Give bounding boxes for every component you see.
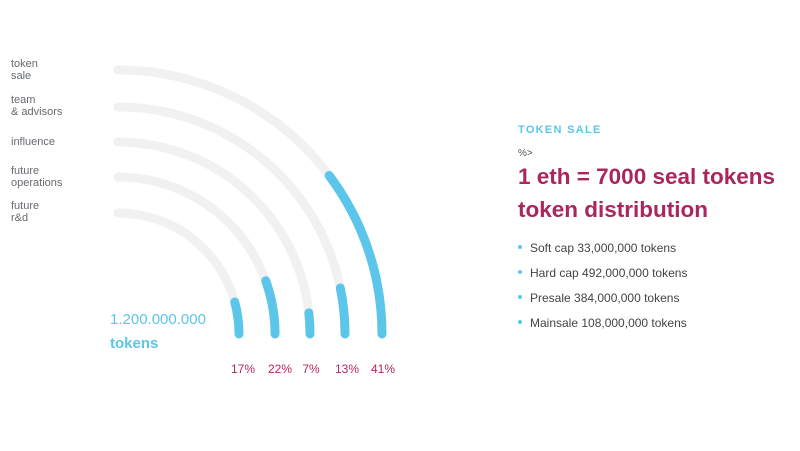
exchange-rate-heading: 1 eth = 7000 seal tokens xyxy=(518,164,776,189)
percent-label-4: 13% xyxy=(334,362,360,376)
arc-bar-future-operations xyxy=(261,276,280,339)
percent-label-2: 22% xyxy=(267,362,293,376)
fact-mainsale: Mainsale 108,000,000 tokens xyxy=(518,315,798,340)
fact-hard-cap: Hard cap 492,000,000 tokens xyxy=(518,265,798,290)
legend-item-future-operations: future operations xyxy=(11,165,63,189)
arc-bar-team-advisors xyxy=(335,283,350,339)
percent-label-5: 41% xyxy=(370,362,396,376)
token-sale-info: TOKEN SALE %> 1 eth = 7000 seal tokens t… xyxy=(518,124,798,340)
arc-bar-token-sale xyxy=(324,170,387,339)
legend-item-team-advisors: team & advisors xyxy=(11,94,63,118)
arc-track-3 xyxy=(113,137,315,339)
total-supply: 1.200.000.000 tokens xyxy=(110,310,206,354)
total-supply-unit: tokens xyxy=(110,335,159,352)
arc-bar-influence xyxy=(304,308,315,339)
token-facts-list: Soft cap 33,000,000 tokens Hard cap 492,… xyxy=(518,240,798,340)
legend-item-future-rd: future r&d xyxy=(11,200,40,224)
fact-soft-cap: Soft cap 33,000,000 tokens xyxy=(518,240,798,265)
section-subtitle: %> xyxy=(518,148,533,159)
distribution-heading: token distribution xyxy=(518,197,708,222)
percent-label-1: 17% xyxy=(230,362,256,376)
fact-presale: Presale 384,000,000 tokens xyxy=(518,290,798,315)
legend-item-token-sale: token sale xyxy=(11,58,38,82)
percent-label-3: 7% xyxy=(302,362,320,376)
arc-bar-future-r-d xyxy=(230,297,244,339)
section-eyebrow: TOKEN SALE xyxy=(518,124,602,136)
total-supply-value: 1.200.000.000 xyxy=(110,311,206,328)
arc-track-2 xyxy=(113,102,350,339)
legend-item-influence: influence xyxy=(11,136,56,148)
